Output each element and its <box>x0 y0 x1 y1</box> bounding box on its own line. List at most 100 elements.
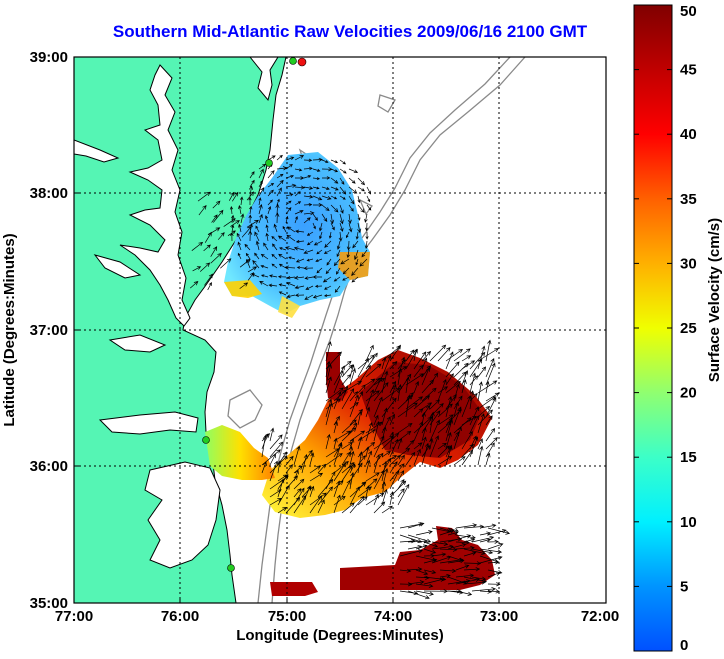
velocity-vector <box>260 274 269 278</box>
velocity-vector <box>285 497 301 514</box>
x-tick-label: 74:00 <box>374 608 412 625</box>
chesapeake-bay <box>119 64 191 327</box>
velocity-vector <box>381 407 388 426</box>
velocity-vector <box>479 555 503 564</box>
velocity-vector <box>248 230 253 242</box>
velocity-vector <box>373 396 383 418</box>
velocity-vector <box>413 351 427 370</box>
velocity-vector <box>330 213 335 225</box>
velocity-vector <box>445 361 460 378</box>
velocity-vector <box>365 485 370 498</box>
velocity-vector <box>338 231 343 242</box>
velocity-vector <box>487 582 501 587</box>
velocity-vector <box>397 483 410 506</box>
velocity-vector <box>276 154 283 161</box>
velocity-vector <box>421 402 433 410</box>
velocity-vector <box>437 455 453 466</box>
velocity-vector <box>264 215 269 224</box>
velocity-vector <box>348 204 354 212</box>
velocity-vector <box>485 397 497 418</box>
velocity-vector <box>453 348 471 362</box>
velocity-vector <box>269 453 276 466</box>
velocity-vector <box>285 156 295 161</box>
velocity-vector <box>429 419 440 442</box>
velocity-vector <box>365 472 380 482</box>
velocity-vector <box>429 344 447 362</box>
velocity-vector <box>346 240 351 251</box>
velocity-vector <box>381 356 387 370</box>
velocity-vector <box>295 229 305 234</box>
velocity-vector <box>321 204 330 211</box>
velocity-vector <box>269 427 275 442</box>
velocity-vector <box>471 535 495 543</box>
velocity-vector <box>439 547 458 552</box>
velocity-vector <box>254 252 260 260</box>
velocity-vector <box>421 367 430 386</box>
velocity-vector <box>325 267 332 275</box>
velocity-vector <box>339 168 347 174</box>
velocity-vector <box>314 284 323 288</box>
velocity-vector <box>373 452 384 466</box>
velocity-vector <box>477 405 491 418</box>
velocity-vector <box>330 222 335 231</box>
velocity-vector <box>447 531 459 536</box>
velocity-vector <box>445 373 454 386</box>
velocity-vector <box>303 202 313 207</box>
velocity-vector <box>330 186 339 191</box>
velocity-vector <box>239 258 251 268</box>
velocity-vector <box>254 231 260 242</box>
velocity-vector <box>397 437 403 450</box>
velocity-vector <box>453 456 466 466</box>
velocity-vector <box>421 379 435 394</box>
velocity-vector <box>365 389 375 410</box>
velocity-vector <box>267 170 275 179</box>
velocity-vector <box>325 376 332 394</box>
velocity-vector <box>293 246 305 251</box>
velocity-vector <box>325 360 331 378</box>
velocity-vector <box>328 231 332 239</box>
velocity-vector <box>397 367 403 386</box>
velocity-vector <box>365 406 371 418</box>
velocity-vector <box>461 395 472 418</box>
velocity-vector <box>413 395 431 410</box>
velocity-vector <box>437 442 447 450</box>
pamlico-sound <box>144 461 221 569</box>
velocity-vector <box>346 249 350 259</box>
colorbar-tick-label: 0 <box>680 637 688 654</box>
velocity-vector <box>365 377 381 394</box>
velocity-vector <box>285 193 294 197</box>
velocity-vector <box>487 539 499 544</box>
velocity-vector <box>330 177 339 184</box>
velocity-vector <box>348 222 353 233</box>
velocity-vector <box>487 571 501 578</box>
velocity-vector <box>453 401 460 418</box>
velocity-vector <box>357 195 361 204</box>
velocity-vector <box>477 409 493 426</box>
velocity-vector <box>479 589 493 594</box>
velocity-vector <box>349 450 355 466</box>
velocity-vector <box>353 249 359 261</box>
velocity-vector <box>303 166 313 171</box>
velocity-vector <box>453 417 472 434</box>
y-axis-label: Latitude (Degrees:Minutes) <box>1 233 18 426</box>
velocity-vector <box>230 220 240 227</box>
velocity-vector <box>349 463 356 474</box>
velocity-vector <box>348 195 355 205</box>
velocity-vector <box>421 442 430 466</box>
velocity-vector <box>294 185 306 190</box>
velocity-vector <box>405 373 424 386</box>
velocity-vector <box>252 260 260 269</box>
velocity-vector <box>333 370 344 394</box>
velocity-vector <box>469 390 475 410</box>
velocity-vector <box>471 586 496 592</box>
velocity-vector <box>285 475 299 490</box>
velocity-vector <box>365 422 373 442</box>
velocity-vector <box>431 544 454 550</box>
velocity-vector <box>431 541 449 547</box>
velocity-vector <box>217 232 225 240</box>
velocity-vector <box>423 548 437 554</box>
velocity-vector <box>471 548 494 555</box>
velocity-vector <box>330 159 339 164</box>
velocity-vector <box>197 191 211 202</box>
